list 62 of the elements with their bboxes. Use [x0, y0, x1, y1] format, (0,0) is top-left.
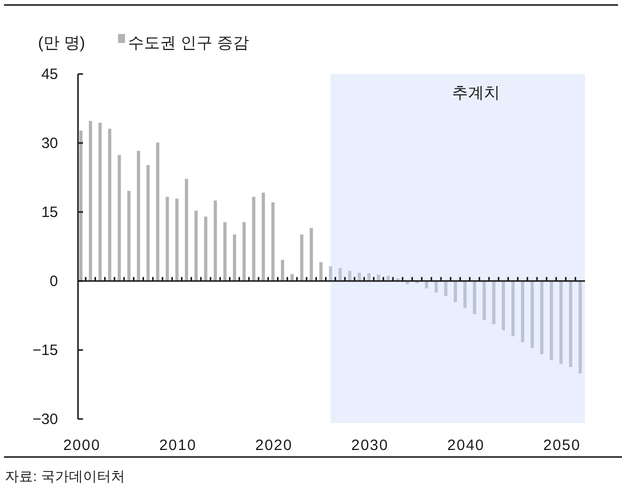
bar — [204, 216, 208, 281]
bar — [444, 281, 448, 296]
bar — [280, 260, 284, 281]
y-tick-label: −30 — [32, 411, 58, 428]
bar — [472, 281, 476, 314]
bar — [559, 281, 563, 364]
bar — [184, 178, 188, 281]
text: 자료: 국가데이터처 — [5, 468, 125, 484]
y-tick-label: 0 — [50, 273, 58, 290]
bar — [79, 130, 82, 281]
bar — [578, 281, 582, 374]
x-tick-label: 2000 — [63, 437, 101, 454]
x-tick-label: 2040 — [447, 437, 485, 454]
bar — [310, 228, 313, 281]
bar — [223, 222, 227, 281]
bar — [98, 122, 102, 281]
bar — [175, 198, 179, 281]
bar — [166, 196, 169, 281]
bar — [434, 281, 438, 292]
bar — [463, 281, 467, 308]
bar — [271, 202, 275, 281]
bar — [540, 281, 544, 354]
bar — [127, 190, 130, 281]
bar — [358, 272, 361, 281]
bar — [530, 281, 534, 348]
bar — [492, 281, 496, 324]
bar — [348, 270, 352, 281]
bar — [252, 196, 256, 281]
y-axis-title: (만 명) — [38, 35, 86, 52]
band-label: 추계치 — [452, 85, 500, 102]
bar — [214, 200, 217, 281]
bar — [136, 150, 140, 281]
bar — [262, 192, 265, 281]
bar — [194, 210, 198, 281]
bar — [568, 281, 572, 368]
bar — [482, 281, 486, 320]
bar — [146, 165, 150, 281]
bar — [108, 128, 112, 281]
bar — [502, 281, 505, 330]
bar — [550, 281, 553, 360]
bar — [396, 278, 400, 281]
x-tick-label: 2020 — [255, 437, 293, 454]
bar — [386, 276, 390, 281]
legend: 수도권 인구 증감 — [118, 34, 249, 52]
bar — [88, 120, 92, 281]
bar — [242, 222, 246, 281]
bar — [520, 281, 524, 342]
bar — [300, 234, 304, 281]
bar — [156, 142, 160, 281]
x-tick-label: 2030 — [351, 437, 389, 454]
y-tick-label: −15 — [32, 342, 58, 359]
bar — [319, 262, 323, 281]
y-tick-label: 30 — [41, 135, 58, 152]
x-tick-label: 2050 — [543, 437, 581, 454]
y-tick-label: 45 — [41, 66, 58, 83]
bar — [118, 154, 121, 281]
x-tick-label: 2010 — [159, 437, 197, 454]
bar — [511, 281, 515, 336]
y-tick-label: 15 — [41, 204, 58, 221]
bar — [338, 268, 342, 281]
bar — [367, 273, 371, 281]
bar — [232, 234, 236, 281]
